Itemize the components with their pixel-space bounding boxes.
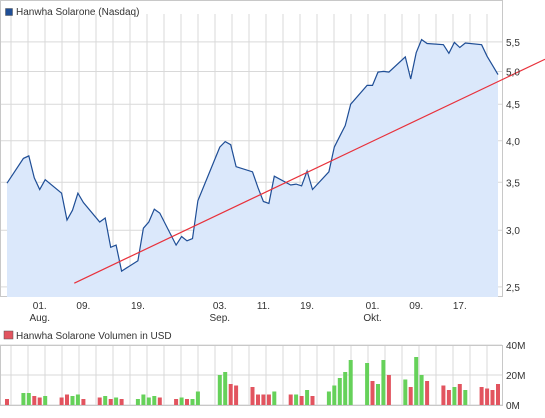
- legend-price-swatch: [5, 8, 13, 16]
- price-y-tick-label: 4,0: [506, 137, 520, 148]
- price-x-tick-label: 19.: [131, 301, 145, 312]
- price-y-tick-label: 3,5: [506, 178, 520, 189]
- price-x-tick-label: 01.: [33, 301, 47, 312]
- price-x-tick-label: 03.: [213, 301, 227, 312]
- volume-bar: [326, 391, 331, 405]
- volume-bar: [223, 372, 228, 405]
- volume-bar: [299, 396, 304, 405]
- volume-bar: [135, 399, 140, 405]
- volume-y-tick-label: 20M: [506, 371, 525, 382]
- legend-price-label: Hanwha Solarone (Nasdaq): [16, 7, 139, 18]
- volume-bar: [75, 394, 80, 405]
- price-y-tick-label: 2,5: [506, 283, 520, 294]
- volume-plot-border: [0, 345, 503, 406]
- volume-bar: [185, 399, 189, 405]
- volume-y-tick-label: 0M: [506, 401, 520, 412]
- volume-bar: [141, 394, 146, 405]
- price-x-tick-label: 09.: [409, 301, 423, 312]
- volume-bar: [446, 390, 451, 405]
- price-y-tick-label: 5,0: [506, 67, 520, 78]
- price-x-tick-label: 01.: [366, 301, 380, 312]
- legend-volume-swatch: [3, 330, 14, 340]
- volume-bar: [26, 393, 31, 405]
- volume-bar: [256, 394, 260, 405]
- volume-bar: [425, 381, 430, 405]
- volume-bar: [21, 393, 26, 405]
- trend-line: [74, 58, 545, 284]
- volume-bar: [234, 385, 239, 405]
- volume-bars: [5, 357, 500, 405]
- volume-bar: [408, 387, 413, 405]
- volume-bar: [441, 385, 446, 405]
- volume-bar: [65, 394, 69, 405]
- price-y-axis: 2,5 3,0 3,5 4,0 4,5 5,0 5,5: [506, 38, 520, 294]
- volume-bar: [119, 399, 124, 405]
- price-x-tick-label: 09.: [76, 301, 90, 312]
- volume-y-axis: 0M 20M 40M: [506, 341, 525, 412]
- volume-bar: [479, 387, 484, 405]
- price-x-tick-sublabel: Aug.: [29, 313, 50, 324]
- volume-bar: [305, 390, 310, 405]
- volume-bar: [490, 390, 495, 405]
- volume-bar: [294, 394, 299, 405]
- volume-bar: [452, 387, 457, 405]
- volume-bar: [195, 391, 200, 405]
- price-x-axis: 01.Aug.09. 19. 03.Sep.11. 19. 01.Okt.09. 17.: [29, 301, 466, 324]
- volume-bar: [174, 399, 179, 405]
- volume-bar: [5, 399, 9, 405]
- volume-bar: [419, 375, 424, 405]
- volume-bar: [348, 360, 353, 405]
- volume-bar: [81, 399, 86, 405]
- volume-bar: [337, 378, 342, 405]
- legend-volume-label: Hanwha Solarone Volumen in USD: [16, 331, 172, 342]
- volume-bar: [250, 387, 255, 405]
- volume-bar: [496, 384, 500, 405]
- volume-bar: [157, 397, 162, 405]
- volume-bar: [386, 375, 391, 405]
- volume-bar: [343, 372, 348, 405]
- volume-bar: [272, 391, 277, 405]
- volume-bar: [403, 379, 408, 405]
- volume-bar: [266, 394, 271, 405]
- price-x-tick-label: 11.: [257, 301, 270, 312]
- volume-bar: [152, 396, 157, 405]
- volume-y-tick-label: 40M: [506, 341, 525, 352]
- price-x-tick-label: 17.: [453, 301, 467, 312]
- volume-bar: [217, 375, 222, 405]
- price-x-tick-sublabel: Sep.: [209, 313, 230, 324]
- volume-bar: [70, 396, 75, 405]
- volume-bar: [261, 394, 266, 405]
- volume-bar: [463, 390, 468, 405]
- price-area-fill: [7, 39, 498, 297]
- volume-bar: [190, 399, 195, 405]
- volume-bar: [288, 394, 293, 405]
- volume-bar: [97, 397, 102, 405]
- volume-bar: [228, 384, 233, 405]
- volume-bar: [370, 381, 375, 405]
- volume-bar: [32, 396, 37, 405]
- price-x-tick-label: 19.: [300, 301, 314, 312]
- volume-bar: [43, 396, 48, 405]
- volume-bar: [365, 363, 370, 405]
- price-y-tick-label: 4,5: [506, 100, 520, 111]
- volume-bar: [146, 397, 151, 405]
- volume-bar: [179, 397, 184, 405]
- price-x-tick-sublabel: Okt.: [363, 313, 381, 324]
- volume-bar: [310, 396, 315, 405]
- volume-bar: [108, 399, 113, 405]
- volume-bar: [457, 384, 462, 405]
- volume-bar: [376, 384, 380, 405]
- volume-bar: [103, 396, 108, 405]
- price-y-tick-label: 5,5: [506, 38, 520, 49]
- volume-bar: [332, 385, 337, 405]
- volume-bar: [37, 397, 42, 405]
- volume-bar: [114, 397, 119, 405]
- volume-bar: [381, 360, 386, 405]
- volume-bar: [485, 388, 490, 405]
- volume-bar: [414, 357, 419, 405]
- volume-bar: [59, 397, 64, 405]
- price-y-tick-label: 3,0: [506, 226, 520, 237]
